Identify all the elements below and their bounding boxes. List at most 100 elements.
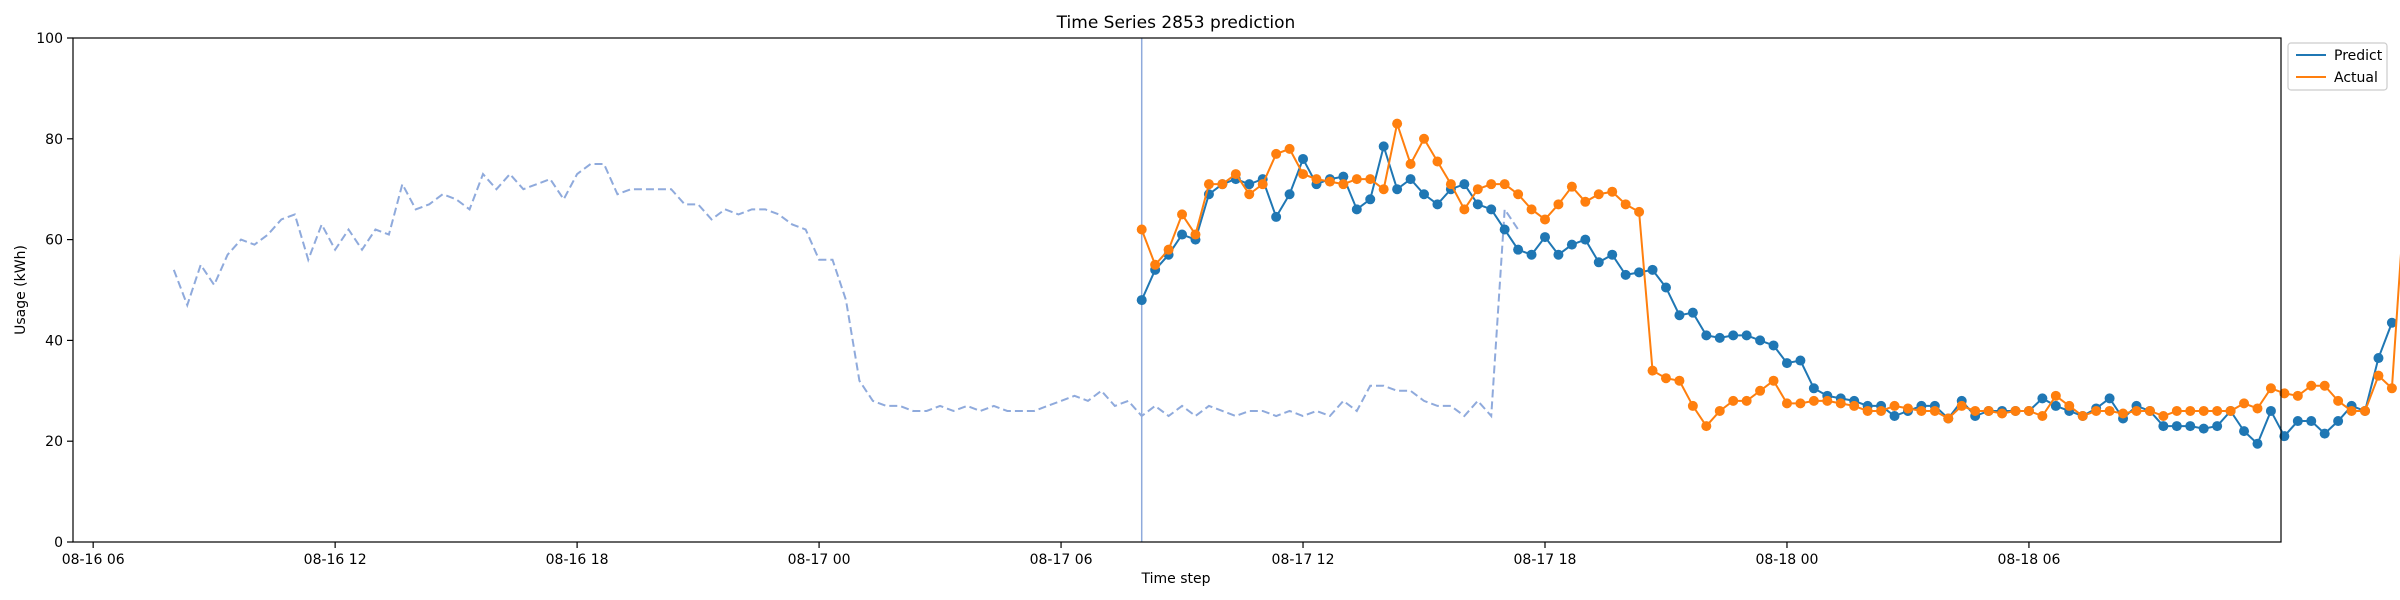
series-actual-point-45 <box>1741 395 1752 406</box>
series-predict-point-83 <box>2252 438 2263 449</box>
series-predict-point-78 <box>2185 421 2196 432</box>
series-actual-point-71 <box>2091 405 2102 416</box>
series-actual-point-68 <box>2050 390 2061 401</box>
series-predict-point-27 <box>1499 224 1510 235</box>
series-predict-point-26 <box>1486 204 1497 215</box>
series-predict-point-31 <box>1553 249 1564 260</box>
series-actual-point-36 <box>1620 199 1631 210</box>
chart-title: Time Series 2853 prediction <box>1056 13 1296 33</box>
series-predict-point-41 <box>1687 307 1698 318</box>
series-actual-point-25 <box>1472 184 1483 195</box>
series-predict-point-8 <box>1244 179 1255 190</box>
series-actual-point-58 <box>1916 405 1927 416</box>
series-actual-point-43 <box>1714 405 1725 416</box>
series-predict-point-28 <box>1513 244 1524 255</box>
series-actual-point-42 <box>1701 421 1712 432</box>
series-actual-point-82 <box>2239 398 2250 409</box>
series-predict-point-89 <box>2333 416 2344 427</box>
series-actual-point-86 <box>2292 390 2303 401</box>
x-tick-label-4: 08-17 06 <box>1030 552 1093 568</box>
series-predict-point-29 <box>1526 249 1537 260</box>
plot-area <box>172 38 2400 542</box>
series-actual-point-14 <box>1324 176 1335 187</box>
series-predict-point-56 <box>1889 411 1900 421</box>
series-predict-point-79 <box>2198 423 2209 434</box>
series-predict-point-47 <box>1768 340 1779 351</box>
series-actual-point-18 <box>1378 184 1389 195</box>
series-predict-point-80 <box>2212 421 2223 432</box>
series-actual-point-16 <box>1351 174 1362 185</box>
series-predict-point-36 <box>1620 269 1631 280</box>
series-actual-point-9 <box>1257 179 1268 190</box>
series-actual-point-61 <box>1956 400 1967 411</box>
series-actual-point-91 <box>2360 405 2371 416</box>
series-actual-point-57 <box>1902 403 1913 414</box>
series-actual-point-66 <box>2023 405 2034 416</box>
series-predict-point-12 <box>1298 153 1309 164</box>
series-actual-point-28 <box>1513 189 1524 200</box>
series-actual-point-15 <box>1338 179 1349 190</box>
series-predict-point-34 <box>1593 257 1604 268</box>
series-actual-point-67 <box>2037 411 2048 421</box>
series-actual-point-30 <box>1540 214 1550 225</box>
series-actual-point-4 <box>1190 229 1201 240</box>
series-actual-point-33 <box>1580 196 1591 207</box>
series-actual-point-55 <box>1876 405 1887 416</box>
series-actual-point-20 <box>1405 159 1416 169</box>
series-actual-point-46 <box>1755 385 1766 396</box>
series-actual-point-85 <box>2279 388 2290 399</box>
series-actual-point-62 <box>1970 405 1981 416</box>
series-actual-point-11 <box>1284 143 1295 154</box>
series-actual-point-77 <box>2171 405 2182 416</box>
series-actual-point-10 <box>1271 148 1282 159</box>
series-actual-point-56 <box>1889 400 1900 411</box>
series-actual-point-51 <box>1822 395 1833 406</box>
series-actual-point-3 <box>1177 209 1188 220</box>
series-actual-point-54 <box>1862 405 1873 416</box>
y-tick-label-3: 60 <box>45 233 63 249</box>
series-actual-point-65 <box>2010 405 2021 416</box>
series-predict-point-25 <box>1472 199 1483 210</box>
legend-label-actual: Actual <box>2334 70 2378 86</box>
series-predict-point-84 <box>2265 405 2276 416</box>
series-actual-point-6 <box>1217 179 1228 190</box>
series-actual-point-24 <box>1459 204 1470 215</box>
series-actual-point-81 <box>2225 405 2236 416</box>
x-tick-label-7: 08-18 00 <box>1755 552 1818 568</box>
series-predict-point-16 <box>1351 204 1362 215</box>
series-predict-line <box>1140 142 2393 446</box>
series-actual-point-49 <box>1795 398 1806 409</box>
series-predict-point-40 <box>1674 310 1685 321</box>
series-predict-point-22 <box>1432 199 1443 210</box>
series-predict-point-15 <box>1338 171 1349 182</box>
series-actual-point-27 <box>1499 179 1510 190</box>
x-tick-label-3: 08-17 00 <box>788 552 851 568</box>
series-actual-point-59 <box>1929 405 1940 416</box>
series-actual-point-48 <box>1781 398 1792 409</box>
series-actual-point-0 <box>1136 224 1147 235</box>
series-predict-point-77 <box>2171 421 2182 432</box>
series-actual-point-37 <box>1634 206 1645 217</box>
series-predict-point-85 <box>2279 431 2290 442</box>
x-tick-label-0: 08-16 06 <box>62 552 125 568</box>
legend: Predict Actual <box>2287 42 2388 91</box>
series-predict-point-86 <box>2292 416 2303 427</box>
series-actual-point-39 <box>1660 373 1671 384</box>
series-actual-point-29 <box>1526 204 1537 215</box>
series-actual-point-34 <box>1593 189 1604 200</box>
legend-label-predict: Predict <box>2334 48 2383 64</box>
series-predict-point-72 <box>2104 393 2115 404</box>
series-actual-point-38 <box>1647 365 1658 376</box>
series-predict-point-30 <box>1540 232 1550 243</box>
y-axis-label: Usage (kWh) <box>13 245 29 335</box>
series-actual-point-90 <box>2346 405 2357 416</box>
y-tick-label-0: 0 <box>54 535 63 551</box>
series-actual-point-53 <box>1849 400 1860 411</box>
x-axis-label: Time step <box>1141 571 1211 587</box>
series-predict-point-20 <box>1405 174 1416 185</box>
series-actual-point-7 <box>1230 169 1241 180</box>
series-actual-point-79 <box>2198 405 2209 416</box>
series-predict-point-24 <box>1459 179 1470 190</box>
x-tick-label-2: 08-16 18 <box>546 552 609 568</box>
axes: 0 20 40 60 80 100 08-16 06 08-16 12 08-16 18 08-1… <box>36 31 2282 568</box>
